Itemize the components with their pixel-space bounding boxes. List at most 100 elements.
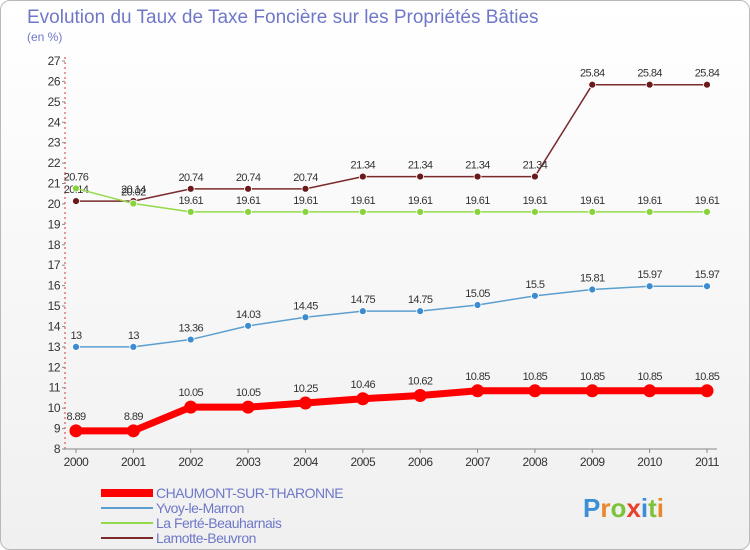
data-point — [643, 384, 657, 398]
data-label: 25.84 — [580, 68, 605, 80]
y-tick-label: 13 — [48, 340, 61, 354]
data-point — [184, 400, 198, 414]
data-point — [473, 208, 482, 216]
series-line — [75, 187, 708, 213]
data-point — [645, 80, 654, 89]
y-tick-label: 18 — [48, 238, 61, 252]
data-label: 21.34 — [408, 160, 433, 172]
y-tick-label: 26 — [48, 74, 61, 88]
data-label: 10.85 — [465, 371, 490, 383]
x-tick-label: 2007 — [465, 455, 491, 469]
data-point — [358, 172, 367, 181]
data-point — [473, 172, 482, 181]
data-point — [703, 282, 711, 291]
x-tick-label: 2010 — [637, 455, 663, 469]
data-label: 25.84 — [637, 68, 662, 80]
data-point — [531, 208, 539, 216]
x-tick-label: 2009 — [580, 455, 606, 469]
data-point — [585, 384, 599, 398]
data-point — [301, 313, 310, 322]
x-tick-label: 2006 — [408, 455, 434, 469]
brand-letter: r — [600, 493, 610, 523]
data-point — [588, 208, 597, 216]
data-point — [471, 384, 485, 398]
data-label: 20.14 — [121, 184, 146, 196]
series-1: 13 13 13.36 14.03 14.45 14.75 14.75 15.05 15.5 15… — [70, 269, 720, 351]
x-tick-label: 2001 — [121, 455, 147, 469]
series-line — [75, 285, 708, 348]
data-label: 19.61 — [695, 195, 720, 207]
data-label: 10.62 — [408, 375, 433, 387]
data-point — [413, 388, 427, 402]
data-point — [244, 208, 252, 216]
y-tick-label: 12 — [48, 360, 61, 374]
series-2: 20.76 20.02 19.61 19.61 19.61 19.61 19.61 19.61… — [64, 171, 720, 216]
data-point — [358, 307, 367, 316]
data-point — [473, 301, 482, 309]
y-tick-label: 25 — [48, 95, 61, 109]
data-point — [301, 208, 310, 216]
data-label: 19.61 — [351, 195, 376, 207]
data-point — [72, 197, 80, 205]
data-label: 20.74 — [178, 172, 203, 184]
data-label: 13 — [70, 330, 82, 342]
data-label: 19.61 — [178, 195, 203, 207]
data-point — [301, 184, 310, 193]
data-point — [72, 342, 80, 351]
x-tick-label: 2002 — [178, 455, 204, 469]
data-label: 10.25 — [293, 383, 318, 395]
series-line — [75, 83, 708, 202]
data-point — [700, 384, 714, 398]
data-point — [416, 208, 425, 216]
data-point — [129, 199, 138, 208]
chart-title: Evolution du Taux de Taxe Foncière sur l… — [27, 7, 539, 28]
data-label: 20.74 — [293, 172, 318, 184]
data-label: 14.45 — [293, 300, 318, 312]
y-tick-label: 19 — [48, 217, 61, 231]
data-label: 10.05 — [236, 387, 261, 399]
data-point — [186, 184, 195, 193]
brand-letter: o — [610, 493, 626, 523]
legend-label: Lamotte-Beuvron — [156, 530, 256, 546]
brand-letter: P — [583, 493, 600, 523]
data-label: 10.85 — [695, 371, 720, 383]
series-line — [72, 387, 711, 435]
data-label: 19.61 — [236, 195, 261, 207]
y-tick-label: 27 — [48, 54, 61, 68]
brand-letter: i — [641, 493, 648, 523]
y-tick-label: 16 — [48, 279, 61, 293]
data-point — [588, 285, 597, 294]
data-label: 10.85 — [523, 371, 548, 383]
data-point — [356, 392, 370, 406]
data-label: 19.61 — [637, 195, 662, 207]
data-label: 14.75 — [408, 294, 433, 306]
data-point — [703, 80, 711, 89]
data-label: 10.85 — [580, 371, 605, 383]
data-point — [244, 321, 252, 330]
data-label: 14.75 — [351, 294, 376, 306]
x-tick-label: 2005 — [350, 455, 376, 469]
y-tick-label: 17 — [48, 258, 61, 272]
data-label: 10.85 — [637, 371, 662, 383]
series-3: 20.1420.1420.7420.7420.7421.3421.3421.34… — [64, 68, 720, 205]
data-point — [129, 342, 138, 351]
data-label: 13.36 — [178, 323, 203, 335]
data-label: 14.03 — [236, 309, 261, 321]
data-point — [416, 172, 425, 181]
brand-letter: i — [657, 493, 664, 523]
legend-label: CHAUMONT-SUR-THARONNE — [156, 485, 343, 501]
data-label: 15.05 — [465, 288, 490, 300]
data-point — [244, 184, 252, 193]
data-point — [298, 396, 312, 410]
data-point — [186, 335, 195, 344]
y-tick-label: 8 — [54, 442, 61, 456]
y-tick-label: 15 — [48, 299, 61, 313]
data-point — [186, 208, 195, 216]
series-0: 8.89 8.89 10.05 10.05 10.25 10.46 10.62 10.85 10… — [66, 371, 720, 438]
data-label: 21.34 — [351, 160, 376, 172]
data-label: 19.61 — [465, 195, 490, 207]
data-label: 10.46 — [351, 379, 376, 391]
x-tick-label: 2003 — [236, 455, 262, 469]
proxiti-logo: Proxiti — [583, 493, 664, 523]
